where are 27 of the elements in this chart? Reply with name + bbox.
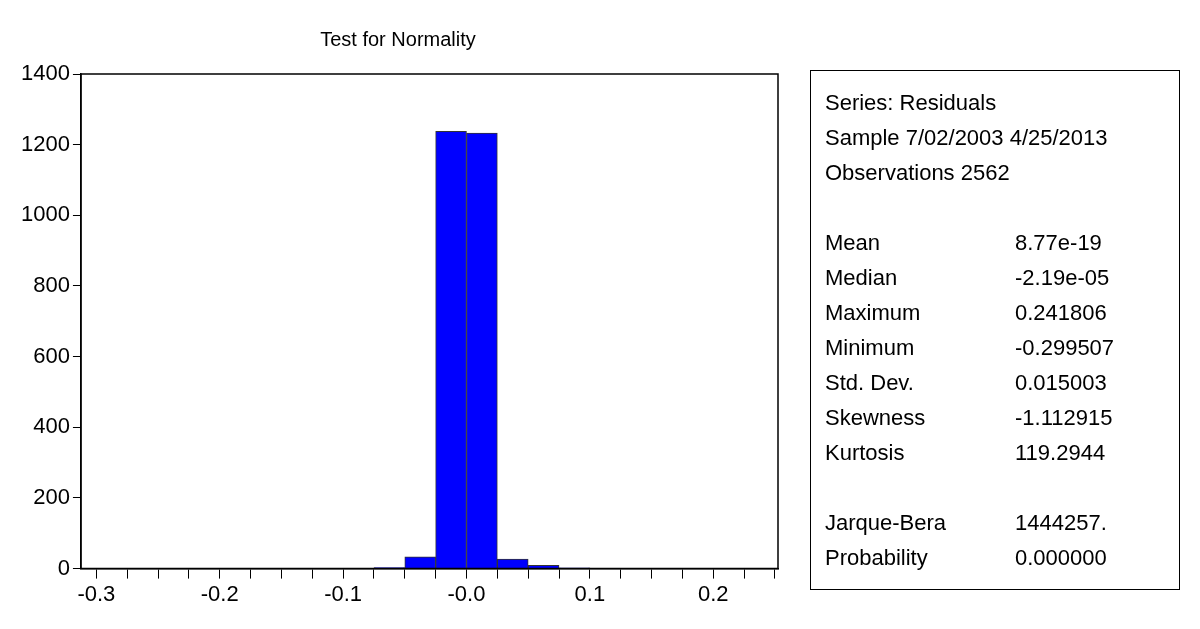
x-tick-label: -0.3 [77, 580, 116, 606]
y-tick-label: 1200 [20, 130, 70, 156]
x-tick-label: -0.2 [200, 580, 239, 606]
text: Observations 2562 [825, 159, 1011, 187]
text: Kurtosis 119.2944 [825, 440, 1106, 465]
y-tick-label: 400 [33, 413, 70, 439]
x-tick-label: 0.2 [697, 580, 729, 606]
x-tick-label: -0.1 [324, 580, 363, 606]
text: Probability 0.000000 [825, 545, 1107, 570]
y-tick-label: 1000 [20, 201, 70, 227]
x-tick-label: 0.1 [574, 580, 606, 606]
text: Maximum 0.241806 [825, 300, 1107, 325]
text: Skewness -1.112915 [825, 405, 1113, 430]
text: Mean 8.77e-19 [825, 230, 1102, 255]
y-tick-label: 200 [33, 484, 70, 510]
text: Minimum -0.299507 [825, 335, 1115, 360]
x-tick-label: -0.0 [447, 580, 486, 606]
text: Sample 7/02/2003 4/25/2013 [825, 124, 1109, 152]
text: Median -2.19e-05 [825, 265, 1110, 290]
text: Jarque-Bera 1444257. [825, 510, 1107, 535]
chart-title: Test for Normality [320, 27, 476, 50]
y-tick-label: 800 [33, 272, 70, 298]
text: Series: Residuals [825, 89, 998, 117]
y-tick-label: 600 [33, 342, 70, 368]
y-tick-label: 1400 [20, 60, 70, 86]
y-tick-label: 0 [57, 554, 70, 580]
text: Std. Dev. 0.015003 [825, 370, 1107, 395]
